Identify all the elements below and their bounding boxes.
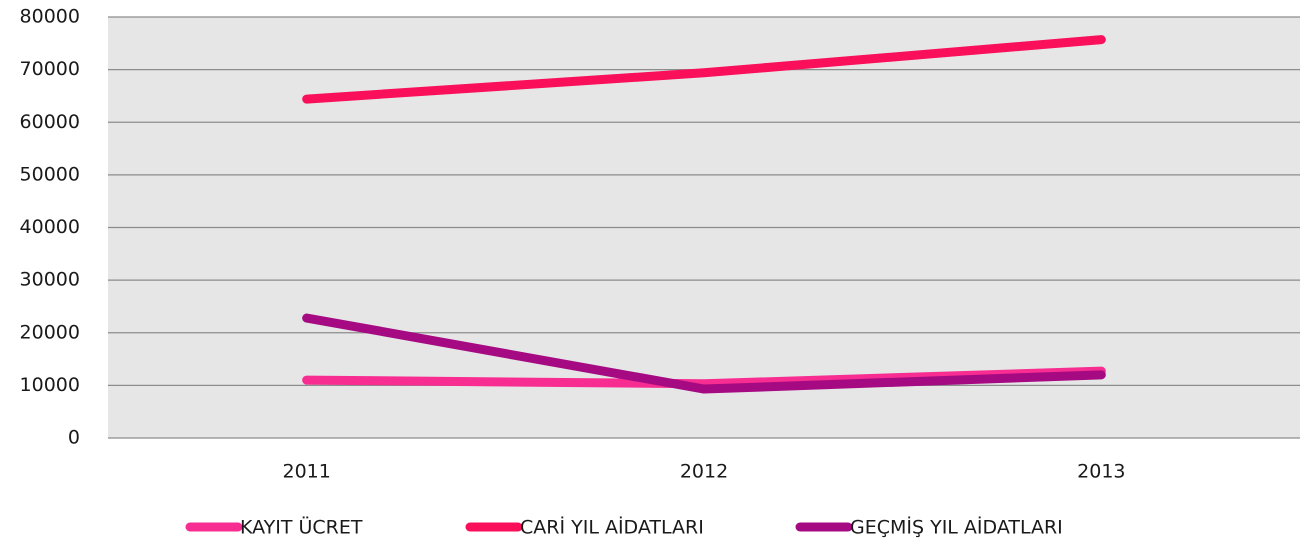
line-series — [302, 35, 1106, 104]
x-tick-label: 2013 — [1077, 461, 1125, 483]
legend-label: GEÇMİŞ YIL AİDATLARI — [850, 516, 1063, 539]
y-tick-label: 0 — [68, 427, 80, 449]
y-tick-label: 60000 — [20, 111, 80, 133]
x-tick-label: 2011 — [282, 461, 330, 483]
x-tick-label: 2012 — [680, 461, 728, 483]
line-series — [302, 313, 1106, 394]
y-tick-label: 40000 — [20, 216, 80, 238]
legend-label: CARİ YIL AİDATLARI — [520, 516, 704, 539]
y-tick-label: 20000 — [20, 321, 80, 343]
y-tick-label: 80000 — [20, 6, 80, 28]
y-tick-label: 50000 — [20, 163, 80, 185]
y-tick-label: 30000 — [20, 269, 80, 291]
y-tick-label: 10000 — [20, 374, 80, 396]
y-tick-label: 70000 — [20, 58, 80, 80]
legend-label: KAYIT ÜCRET — [240, 516, 363, 539]
